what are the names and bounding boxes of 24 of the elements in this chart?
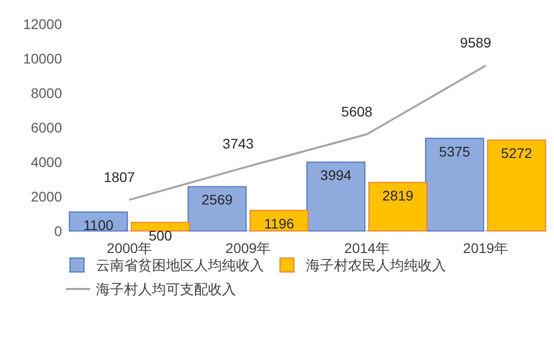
y-tick-label: 2000 (30, 188, 62, 204)
legend-label: 海子村人均可支配收入 (96, 281, 236, 297)
data-label: 9589 (460, 34, 492, 51)
data-label: 1196 (264, 215, 294, 232)
legend-label: 云南省贫困地区人均纯收入 (96, 257, 264, 273)
data-label: 1807 (104, 168, 136, 185)
data-label: 3743 (222, 135, 254, 152)
data-label: 3994 (320, 167, 352, 184)
y-tick-label: 4000 (30, 154, 62, 170)
y-tick-label: 8000 (30, 85, 62, 101)
y-tick-label: 6000 (30, 120, 62, 136)
x-tick-label: 2014年 (344, 240, 390, 256)
data-label: 2819 (382, 187, 414, 204)
data-label: 5608 (341, 103, 373, 120)
legend-label: 海子村农民人均纯收入 (306, 257, 446, 273)
data-label: 5272 (501, 145, 532, 162)
x-tick-label: 2009年 (226, 240, 271, 256)
data-label: 5375 (439, 143, 470, 160)
y-tick-label: 10000 (23, 50, 62, 66)
y-tick-label: 12000 (23, 16, 62, 32)
data-label: 2569 (202, 192, 233, 208)
x-tick-label: 2019年 (463, 240, 508, 256)
data-label: 1100 (83, 217, 114, 234)
y-tick-label: 0 (54, 223, 62, 239)
